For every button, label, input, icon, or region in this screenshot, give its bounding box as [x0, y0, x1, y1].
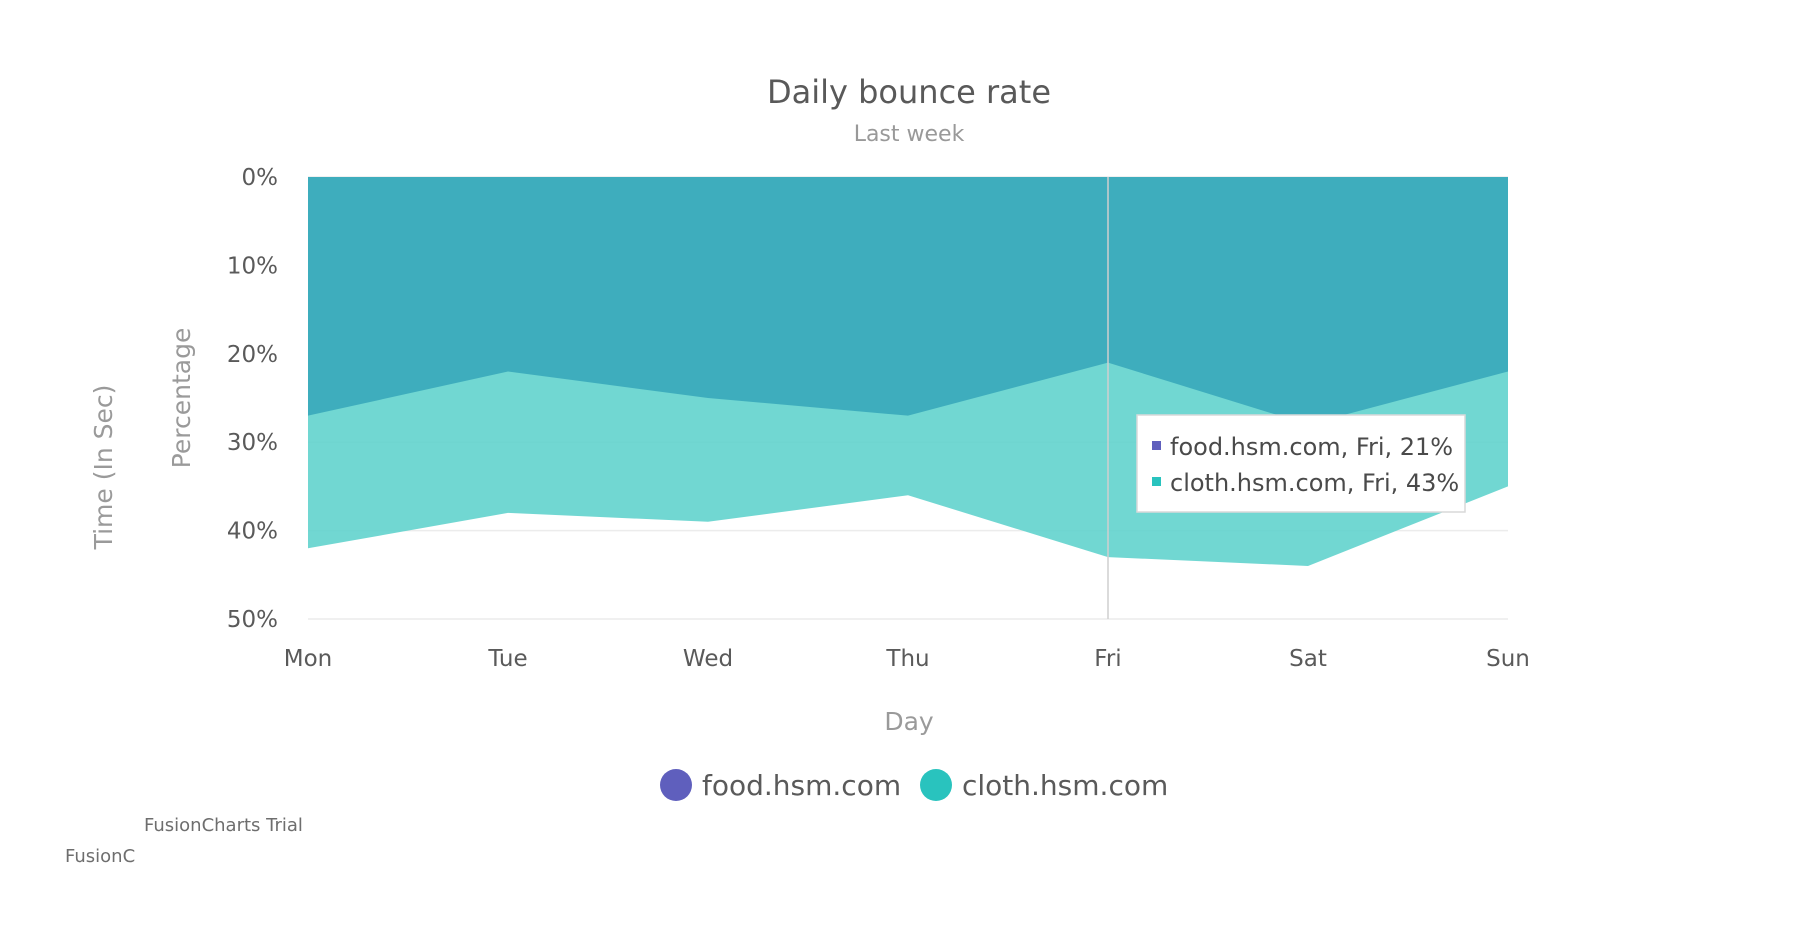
- chart-subtitle: Last week: [854, 122, 965, 147]
- y-tick-30%: 30%: [227, 430, 278, 456]
- watermark-trial: FusionCharts Trial: [144, 815, 303, 836]
- y-tick-20%: 20%: [227, 342, 278, 368]
- x-tick-Mon: Mon: [284, 646, 333, 672]
- legend-label-food: food.hsm.com: [702, 769, 901, 802]
- legend-item-cloth[interactable]: cloth.hsm.com: [920, 769, 1168, 802]
- y-tick-0%: 0%: [242, 165, 279, 191]
- x-axis-ticks: Mon Tue Wed Thu Fri Sat Sun: [284, 646, 1530, 672]
- watermark-fusion: FusionC: [65, 846, 135, 867]
- area-food.hsm.com: [308, 177, 1508, 425]
- tooltip-marker-cloth: [1152, 477, 1161, 486]
- tooltip-line-cloth: cloth.hsm.com, Fri, 43%: [1170, 469, 1459, 497]
- x-tick-Wed: Wed: [683, 646, 733, 672]
- legend-marker-food: [660, 769, 692, 801]
- plot-areas: [308, 177, 1508, 619]
- x-tick-Sun: Sun: [1486, 646, 1530, 672]
- legend-item-food[interactable]: food.hsm.com: [660, 769, 901, 802]
- y-axis-ticks: 0% 10% 20% 30% 40% 50%: [227, 165, 278, 633]
- tooltip: food.hsm.com, Fri, 21% cloth.hsm.com, Fr…: [1136, 414, 1466, 513]
- legend-marker-cloth: [920, 769, 952, 801]
- legend-label-cloth: cloth.hsm.com: [962, 769, 1168, 802]
- x-tick-Sat: Sat: [1289, 646, 1327, 672]
- tooltip-line-food: food.hsm.com, Fri, 21%: [1170, 433, 1453, 461]
- y-tick-10%: 10%: [227, 253, 278, 279]
- x-tick-Fri: Fri: [1094, 646, 1121, 672]
- legend: food.hsm.com cloth.hsm.com: [660, 769, 1168, 802]
- y2-axis-title: Time (In Sec): [89, 385, 118, 551]
- y-tick-40%: 40%: [227, 519, 278, 545]
- y-tick-50%: 50%: [227, 607, 278, 633]
- chart-title: Daily bounce rate: [767, 73, 1051, 111]
- tooltip-marker-food: [1152, 441, 1161, 450]
- y-axis-title: Percentage: [167, 328, 196, 469]
- x-tick-Tue: Tue: [487, 646, 527, 672]
- x-axis-title: Day: [884, 707, 934, 736]
- tooltip-box: [1136, 414, 1466, 513]
- x-tick-Thu: Thu: [885, 646, 929, 672]
